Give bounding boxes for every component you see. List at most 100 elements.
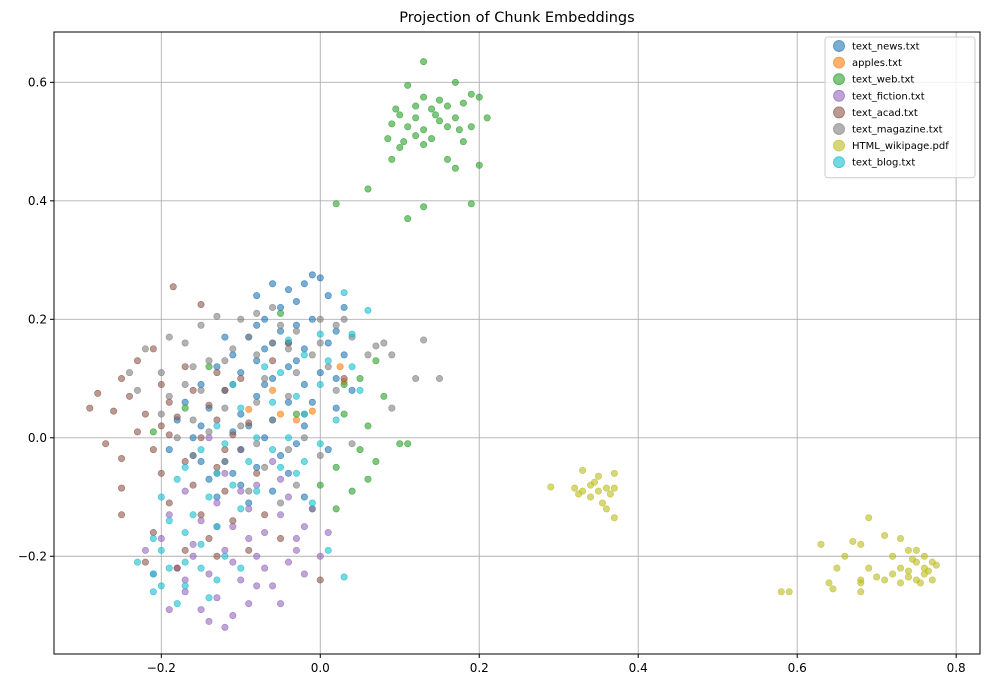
scatter-point <box>157 493 165 501</box>
scatter-point <box>857 579 865 587</box>
scatter-point <box>277 511 285 519</box>
scatter-point <box>197 380 205 388</box>
scatter-point <box>253 309 261 317</box>
scatter-point <box>181 487 189 495</box>
scatter-point <box>261 315 269 323</box>
x-tick-label: −0.2 <box>147 661 176 675</box>
scatter-point <box>261 463 269 471</box>
legend: text_news.txt apples.txt text_web.txt text_… <box>824 36 976 179</box>
scatter-point <box>388 404 396 412</box>
scatter-point <box>253 434 261 442</box>
scatter-point <box>924 567 932 575</box>
scatter-point <box>459 99 467 107</box>
scatter-point <box>292 298 300 306</box>
scatter-point <box>261 511 269 519</box>
scatter-point <box>181 404 189 412</box>
scatter-point <box>245 405 253 413</box>
scatter-point <box>928 576 936 584</box>
scatter-point <box>404 215 412 223</box>
scatter-point <box>785 588 793 596</box>
scatter-point <box>205 534 213 542</box>
scatter-point <box>221 333 229 341</box>
y-tick-label: 0.0 <box>28 431 47 445</box>
scatter-point <box>292 327 300 335</box>
scatter-point <box>364 475 372 483</box>
scatter-point <box>181 363 189 371</box>
legend-label: apples.txt <box>852 58 902 69</box>
scatter-point <box>865 514 873 522</box>
scatter-point <box>348 386 356 394</box>
scatter-point <box>277 463 285 471</box>
scatter-point <box>284 392 292 400</box>
scatter-point <box>229 558 237 566</box>
scatter-point <box>133 428 141 436</box>
x-tick-label: 0.2 <box>470 661 489 675</box>
scatter-point <box>908 555 916 563</box>
scatter-point <box>404 440 412 448</box>
scatter-point <box>86 404 94 412</box>
scatter-point <box>332 505 340 513</box>
scatter-point <box>292 369 300 377</box>
scatter-point <box>841 552 849 560</box>
scatter-point <box>372 342 380 350</box>
scatter-point <box>277 410 285 418</box>
scatter-point <box>149 428 157 436</box>
scatter-point <box>181 558 189 566</box>
scatter-point <box>189 363 197 371</box>
scatter-point <box>261 363 269 371</box>
scatter-point <box>340 380 348 388</box>
scatter-point <box>316 274 324 282</box>
legend-label: HTML_wikipage.pdf <box>852 141 949 152</box>
scatter-point <box>292 481 300 489</box>
scatter-point <box>412 102 420 110</box>
scatter-point <box>467 123 475 131</box>
scatter-point <box>292 546 300 554</box>
scatter-point <box>475 161 483 169</box>
x-tick-label: 0.6 <box>788 661 807 675</box>
scatter-point <box>165 499 173 507</box>
scatter-point <box>269 398 277 406</box>
scatter-point <box>197 540 205 548</box>
scatter-point <box>181 576 189 584</box>
scatter-point <box>857 588 865 596</box>
legend-label: text_acad.txt <box>852 108 918 119</box>
scatter-point <box>340 289 348 297</box>
scatter-point <box>197 386 205 394</box>
scatter-point <box>372 357 380 365</box>
chart-title: Projection of Chunk Embeddings <box>399 10 634 26</box>
scatter-point <box>594 472 602 480</box>
scatter-point <box>237 487 245 495</box>
scatter-point <box>221 386 229 394</box>
scatter-point <box>340 351 348 359</box>
scatter-point <box>277 452 285 460</box>
scatter-point <box>261 345 269 353</box>
scatter-point <box>602 505 610 513</box>
legend-label: text_news.txt <box>852 42 920 53</box>
scatter-point <box>221 357 229 365</box>
scatter-point <box>459 138 467 146</box>
scatter-point <box>865 564 873 572</box>
scatter-point <box>237 369 245 377</box>
scatter-point <box>340 303 348 311</box>
scatter-point <box>181 457 189 465</box>
scatter-point <box>197 321 205 329</box>
scatter-point <box>269 357 277 365</box>
legend-marker <box>833 40 845 52</box>
scatter-point <box>324 546 332 554</box>
scatter-point <box>598 499 606 507</box>
scatter-point <box>165 333 173 341</box>
y-tick-label: 0.4 <box>28 194 47 208</box>
scatter-point <box>269 416 277 424</box>
scatter-point <box>594 487 602 495</box>
scatter-point <box>229 469 237 477</box>
scatter-point <box>213 469 221 477</box>
scatter-point <box>277 534 285 542</box>
scatter-point <box>221 446 229 454</box>
scatter-point <box>189 481 197 489</box>
scatter-point <box>229 345 237 353</box>
scatter-point <box>404 123 412 131</box>
scatter-point <box>324 357 332 365</box>
legend-marker <box>833 156 845 169</box>
scatter-point <box>197 517 205 525</box>
